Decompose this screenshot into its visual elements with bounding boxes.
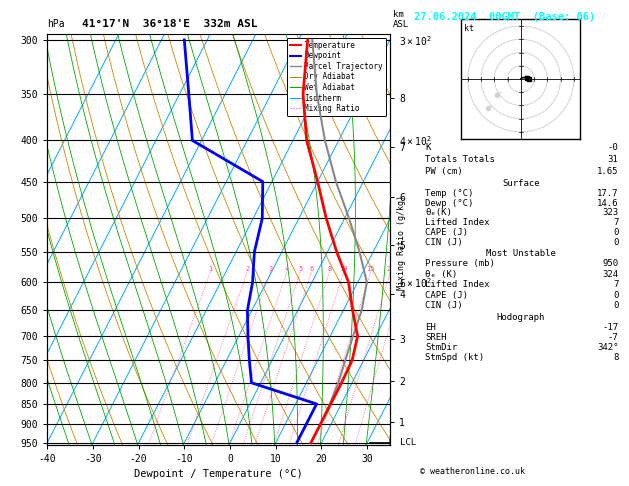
Text: 31: 31	[608, 155, 618, 164]
Text: StmSpd (kt): StmSpd (kt)	[425, 353, 484, 363]
Text: km
ASL: km ASL	[393, 11, 409, 29]
Text: 14.6: 14.6	[597, 199, 618, 208]
Text: StmDir: StmDir	[425, 343, 457, 352]
Text: -0: -0	[608, 142, 618, 152]
Text: Surface: Surface	[502, 179, 540, 188]
Text: 6: 6	[309, 265, 314, 272]
Text: Mixing Ratio (g/kg): Mixing Ratio (g/kg)	[397, 195, 406, 291]
Text: CIN (J): CIN (J)	[425, 238, 463, 246]
Text: 0: 0	[613, 291, 618, 299]
Text: CAPE (J): CAPE (J)	[425, 291, 469, 299]
Text: Dewp (°C): Dewp (°C)	[425, 199, 474, 208]
Text: LCL: LCL	[400, 437, 416, 447]
Text: CIN (J): CIN (J)	[425, 301, 463, 310]
Text: Temp (°C): Temp (°C)	[425, 189, 474, 198]
Text: 950: 950	[602, 260, 618, 268]
Text: 10: 10	[340, 265, 348, 272]
Text: Totals Totals: Totals Totals	[425, 155, 495, 164]
Text: 342°: 342°	[597, 343, 618, 352]
Text: CAPE (J): CAPE (J)	[425, 228, 469, 237]
Text: hPa: hPa	[47, 19, 65, 29]
Text: 5: 5	[298, 265, 303, 272]
Text: © weatheronline.co.uk: © weatheronline.co.uk	[420, 467, 525, 476]
Text: 7: 7	[613, 218, 618, 227]
Text: 8: 8	[328, 265, 331, 272]
Text: SREH: SREH	[425, 333, 447, 342]
Legend: Temperature, Dewpoint, Parcel Trajectory, Dry Adiabat, Wet Adiabat, Isotherm, Mi: Temperature, Dewpoint, Parcel Trajectory…	[287, 38, 386, 116]
Text: Lifted Index: Lifted Index	[425, 280, 490, 289]
Text: Pressure (mb): Pressure (mb)	[425, 260, 495, 268]
Text: 17.7: 17.7	[597, 189, 618, 198]
Text: 1: 1	[208, 265, 213, 272]
Text: kt: kt	[464, 24, 474, 33]
Text: Most Unstable: Most Unstable	[486, 249, 556, 258]
Text: 7: 7	[613, 280, 618, 289]
Text: -7: -7	[608, 333, 618, 342]
Text: 2: 2	[245, 265, 250, 272]
Text: EH: EH	[425, 323, 436, 332]
Text: PW (cm): PW (cm)	[425, 167, 463, 176]
Text: 8: 8	[613, 353, 618, 363]
Text: 1.65: 1.65	[597, 167, 618, 176]
Text: 0: 0	[613, 228, 618, 237]
Text: 20: 20	[386, 265, 394, 272]
Text: Hodograph: Hodograph	[497, 312, 545, 322]
Text: K: K	[425, 142, 431, 152]
Text: 0: 0	[613, 238, 618, 246]
Text: 3: 3	[268, 265, 272, 272]
X-axis label: Dewpoint / Temperature (°C): Dewpoint / Temperature (°C)	[134, 469, 303, 479]
Text: θₑ (K): θₑ (K)	[425, 270, 457, 279]
Text: 4: 4	[285, 265, 289, 272]
Text: 0: 0	[613, 301, 618, 310]
Text: 15: 15	[367, 265, 375, 272]
Text: 324: 324	[602, 270, 618, 279]
Text: 323: 323	[602, 208, 618, 217]
Text: -17: -17	[602, 323, 618, 332]
Text: θₑ(K): θₑ(K)	[425, 208, 452, 217]
Text: 27.06.2024  00GMT  (Base: 06): 27.06.2024 00GMT (Base: 06)	[414, 12, 595, 22]
Text: 41°17'N  36°18'E  332m ASL: 41°17'N 36°18'E 332m ASL	[82, 19, 257, 29]
Text: Lifted Index: Lifted Index	[425, 218, 490, 227]
